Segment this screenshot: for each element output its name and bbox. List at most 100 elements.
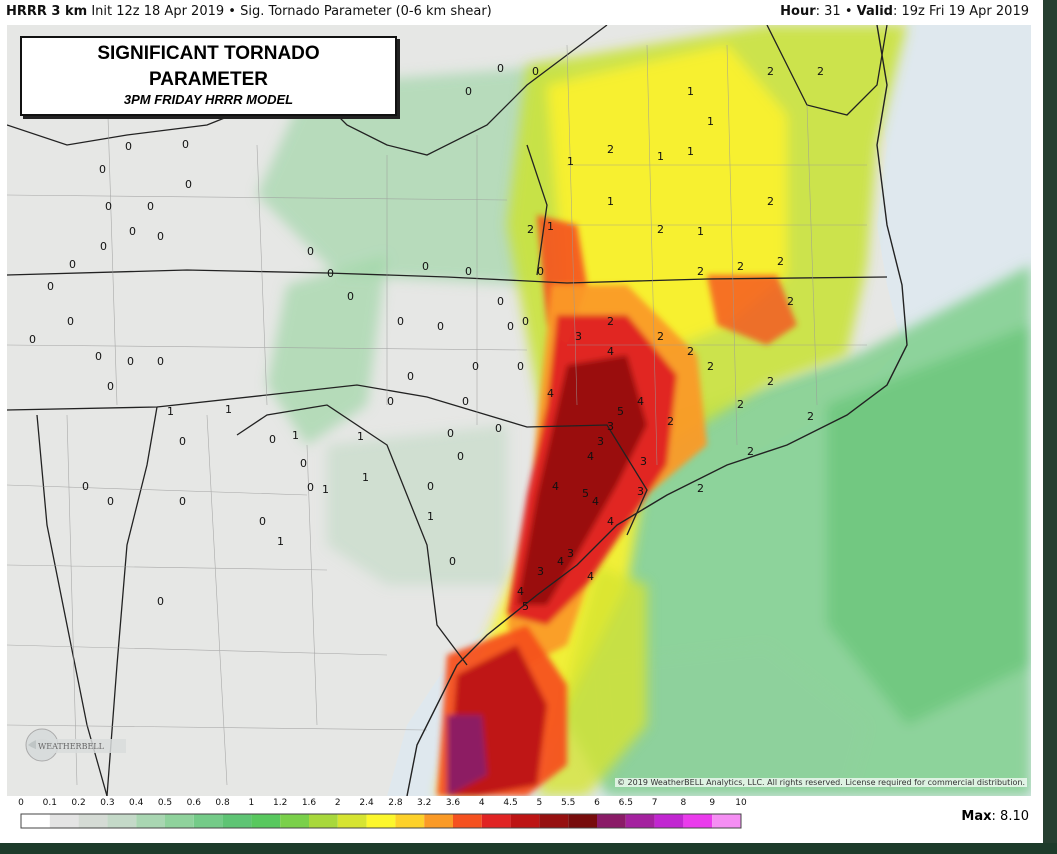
stp-value-label: 0 — [129, 225, 136, 238]
stp-value-label: 2 — [787, 295, 794, 308]
stp-value-label: 1 — [292, 429, 299, 442]
stp-value-label: 1 — [357, 430, 364, 443]
stp-value-label: 2 — [767, 375, 774, 388]
scale-swatch — [309, 814, 338, 828]
scale-swatch — [453, 814, 482, 828]
stp-value-label: 1 — [322, 483, 329, 496]
scale-tick-label: 0.6 — [186, 798, 201, 808]
scale-tick-label: 8 — [680, 798, 687, 808]
stp-value-label: 0 — [99, 163, 106, 176]
scale-tick-label: 1.2 — [273, 798, 288, 808]
title-line-1: SIGNIFICANT TORNADO — [97, 43, 320, 64]
color-scale: 0 0.1 0.2 0.3 0.4 0.5 0.6 0.8 1 1.2 1.6 2 2.4 2.8 3.2 3… — [16, 798, 747, 812]
scale-swatch — [683, 814, 713, 828]
stp-value-label: 2 — [697, 482, 704, 495]
stp-value-label: 3 — [575, 330, 582, 343]
stp-value-label: 0 — [107, 380, 114, 393]
scale-swatch — [49, 814, 79, 828]
stp-value-label: 1 — [687, 145, 694, 158]
stp-value-label: 0 — [300, 457, 307, 470]
hour-value: : 31 — [815, 4, 841, 19]
scale-swatch — [654, 814, 684, 828]
stp-value-label: 0 — [157, 355, 164, 368]
stp-value-label: 4 — [592, 495, 599, 508]
stp-value-label: 0 — [517, 360, 524, 373]
stp-value-label: 1 — [687, 85, 694, 98]
scale-swatch — [165, 814, 194, 828]
stp-value-label: 1 — [167, 405, 174, 418]
stp-value-label: 5 — [617, 405, 624, 418]
stp-value-label: 0 — [127, 355, 134, 368]
stp-value-label: 0 — [185, 178, 192, 191]
max-number: : 8.10 — [991, 809, 1029, 824]
stp-value-label: 0 — [157, 230, 164, 243]
scale-tick-label: 4.5 — [503, 798, 518, 808]
stp-value-label: 1 — [607, 195, 614, 208]
scale-tick-label: 7 — [651, 798, 658, 808]
color-scale-bar — [20, 813, 742, 829]
stp-value-label: 4 — [552, 480, 559, 493]
stp-value-label: 4 — [517, 585, 524, 598]
scale-tick-label: 0.2 — [71, 798, 86, 808]
stp-value-label: 3 — [597, 435, 604, 448]
stp-value-label: 0 — [29, 333, 36, 346]
scale-swatch — [539, 814, 569, 828]
county-borders — [7, 44, 867, 786]
stp-value-label: 2 — [817, 65, 824, 78]
stp-value-label: 2 — [737, 260, 744, 273]
stp-value-label: 2 — [687, 345, 694, 358]
stp-value-label: 1 — [547, 220, 554, 233]
scale-tick-label: 1 — [248, 798, 255, 808]
stp-value-label: 0 — [179, 495, 186, 508]
stp-value-label: 4 — [607, 515, 614, 528]
scale-swatch — [337, 814, 367, 828]
scale-tick-label: 0 — [18, 798, 24, 808]
stp-value-label: 3 — [640, 455, 647, 468]
stp-value-label: 2 — [737, 398, 744, 411]
stp-value-label: 0 — [105, 200, 112, 213]
title-line-2: PARAMETER — [149, 69, 268, 90]
scale-swatch — [625, 814, 655, 828]
stp-value-label: 4 — [607, 345, 614, 358]
max-value: Max: 8.10 — [961, 809, 1029, 824]
stp-value-label: 2 — [707, 360, 714, 373]
stp-value-label: 1 — [567, 155, 574, 168]
scale-swatch — [222, 814, 252, 828]
stp-value-label: 0 — [307, 245, 314, 258]
init-time: Init 12z 18 Apr 2019 — [91, 4, 225, 19]
valid-label: Valid — [856, 4, 893, 19]
stp-value-label: 0 — [472, 360, 479, 373]
stp-value-label: 4 — [587, 570, 594, 583]
stp-value-label: 0 — [100, 240, 107, 253]
stp-value-label: 0 — [457, 450, 464, 463]
scale-ticks: 0 0.1 0.2 0.3 0.4 0.5 0.6 0.8 1 1.2 1.6 2 2.4 2.8 3.2 3… — [16, 798, 747, 812]
product-name: Sig. Tornado Parameter (0-6 km shear) — [240, 4, 492, 19]
stp-value-label: 2 — [697, 265, 704, 278]
stp-field-high — [437, 215, 797, 796]
stp-value-label: 0 — [465, 85, 472, 98]
scale-tick-label: 9 — [709, 798, 716, 808]
stp-value-label: 1 — [277, 535, 284, 548]
stp-value-label: 2 — [807, 410, 814, 423]
scale-tick-label: 10 — [735, 798, 747, 808]
scale-tick-label: 0.3 — [100, 798, 115, 808]
stp-field-low — [257, 65, 1031, 796]
stp-value-label: 1 — [707, 115, 714, 128]
stp-value-label: 0 — [259, 515, 266, 528]
model-name: HRRR 3 km — [6, 4, 88, 19]
stp-value-label: 1 — [427, 510, 434, 523]
stp-value-label: 4 — [587, 450, 594, 463]
scale-tick-label: 0.4 — [129, 798, 144, 808]
separator: • — [228, 4, 236, 19]
scale-tick-label: 1.6 — [301, 798, 317, 808]
scale-tick-label: 3.2 — [417, 798, 432, 808]
stp-value-label: 0 — [462, 395, 469, 408]
stp-value-label: 0 — [67, 315, 74, 328]
header-right: Hour: 31 • Valid: 19z Fri 19 Apr 2019 — [780, 4, 1029, 19]
stp-value-label: 0 — [182, 138, 189, 151]
stp-value-label: 3 — [607, 420, 614, 433]
scale-swatch — [481, 814, 511, 828]
copyright-notice: © 2019 WeatherBELL Analytics, LLC. All r… — [615, 778, 1027, 787]
